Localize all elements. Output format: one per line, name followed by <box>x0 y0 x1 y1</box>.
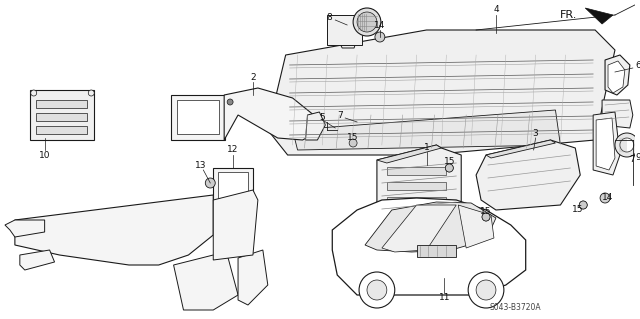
Polygon shape <box>605 55 630 95</box>
Polygon shape <box>15 195 213 265</box>
Bar <box>387 182 446 190</box>
Circle shape <box>600 193 610 203</box>
Bar <box>218 172 248 198</box>
Text: 13: 13 <box>195 160 206 169</box>
Polygon shape <box>29 90 94 140</box>
Polygon shape <box>5 220 45 237</box>
Circle shape <box>227 99 233 105</box>
Text: 11: 11 <box>438 293 450 302</box>
Bar <box>213 168 253 203</box>
Polygon shape <box>593 112 620 175</box>
Circle shape <box>31 90 36 96</box>
Text: 14: 14 <box>602 194 614 203</box>
Text: 15: 15 <box>480 207 492 217</box>
Circle shape <box>615 133 639 157</box>
Bar <box>171 95 225 140</box>
Text: 5: 5 <box>319 114 325 122</box>
Polygon shape <box>238 250 268 305</box>
Circle shape <box>482 213 490 221</box>
Polygon shape <box>602 100 633 128</box>
Bar <box>36 113 87 121</box>
Text: 15: 15 <box>444 158 455 167</box>
Bar <box>177 100 220 134</box>
Text: FR.: FR. <box>559 10 577 20</box>
Polygon shape <box>224 88 317 140</box>
Polygon shape <box>458 205 494 248</box>
Circle shape <box>620 138 634 152</box>
Text: 8: 8 <box>326 12 332 21</box>
Text: 4: 4 <box>493 5 499 14</box>
Circle shape <box>88 90 94 96</box>
Polygon shape <box>332 198 525 295</box>
Polygon shape <box>268 30 615 155</box>
Circle shape <box>579 201 587 209</box>
Bar <box>36 100 87 108</box>
Text: 15: 15 <box>572 205 583 214</box>
Polygon shape <box>173 255 238 310</box>
Text: 10: 10 <box>39 151 51 160</box>
Text: 9: 9 <box>635 153 640 162</box>
Polygon shape <box>476 140 580 210</box>
Text: 14: 14 <box>374 20 385 29</box>
Circle shape <box>482 213 490 221</box>
Bar <box>387 197 446 205</box>
Polygon shape <box>20 250 54 270</box>
Circle shape <box>367 280 387 300</box>
Bar <box>417 245 456 257</box>
Polygon shape <box>486 140 556 158</box>
Text: 12: 12 <box>227 145 239 154</box>
Polygon shape <box>305 112 325 140</box>
Bar <box>387 167 446 175</box>
Text: 6: 6 <box>635 61 640 70</box>
Polygon shape <box>585 8 613 24</box>
Polygon shape <box>292 110 561 150</box>
Bar <box>36 126 87 134</box>
Bar <box>327 15 362 45</box>
Text: 7: 7 <box>629 155 635 165</box>
Polygon shape <box>382 205 456 252</box>
Polygon shape <box>213 190 258 260</box>
Text: S043-B3720A: S043-B3720A <box>490 303 541 313</box>
Circle shape <box>445 164 453 172</box>
Circle shape <box>353 8 381 36</box>
Text: 7: 7 <box>337 110 343 120</box>
Polygon shape <box>377 145 442 163</box>
Circle shape <box>205 178 215 188</box>
Polygon shape <box>337 28 357 48</box>
Circle shape <box>445 164 453 172</box>
Text: 2: 2 <box>250 73 256 83</box>
Text: 15: 15 <box>348 132 359 142</box>
Polygon shape <box>365 202 496 252</box>
Circle shape <box>579 201 587 209</box>
Circle shape <box>375 32 385 42</box>
Circle shape <box>357 12 377 32</box>
Circle shape <box>359 272 395 308</box>
Polygon shape <box>596 118 615 170</box>
Polygon shape <box>377 145 461 225</box>
Circle shape <box>476 280 496 300</box>
Polygon shape <box>608 61 625 93</box>
Text: 1: 1 <box>424 144 429 152</box>
Text: 3: 3 <box>532 129 538 137</box>
Circle shape <box>468 272 504 308</box>
Circle shape <box>349 139 357 147</box>
